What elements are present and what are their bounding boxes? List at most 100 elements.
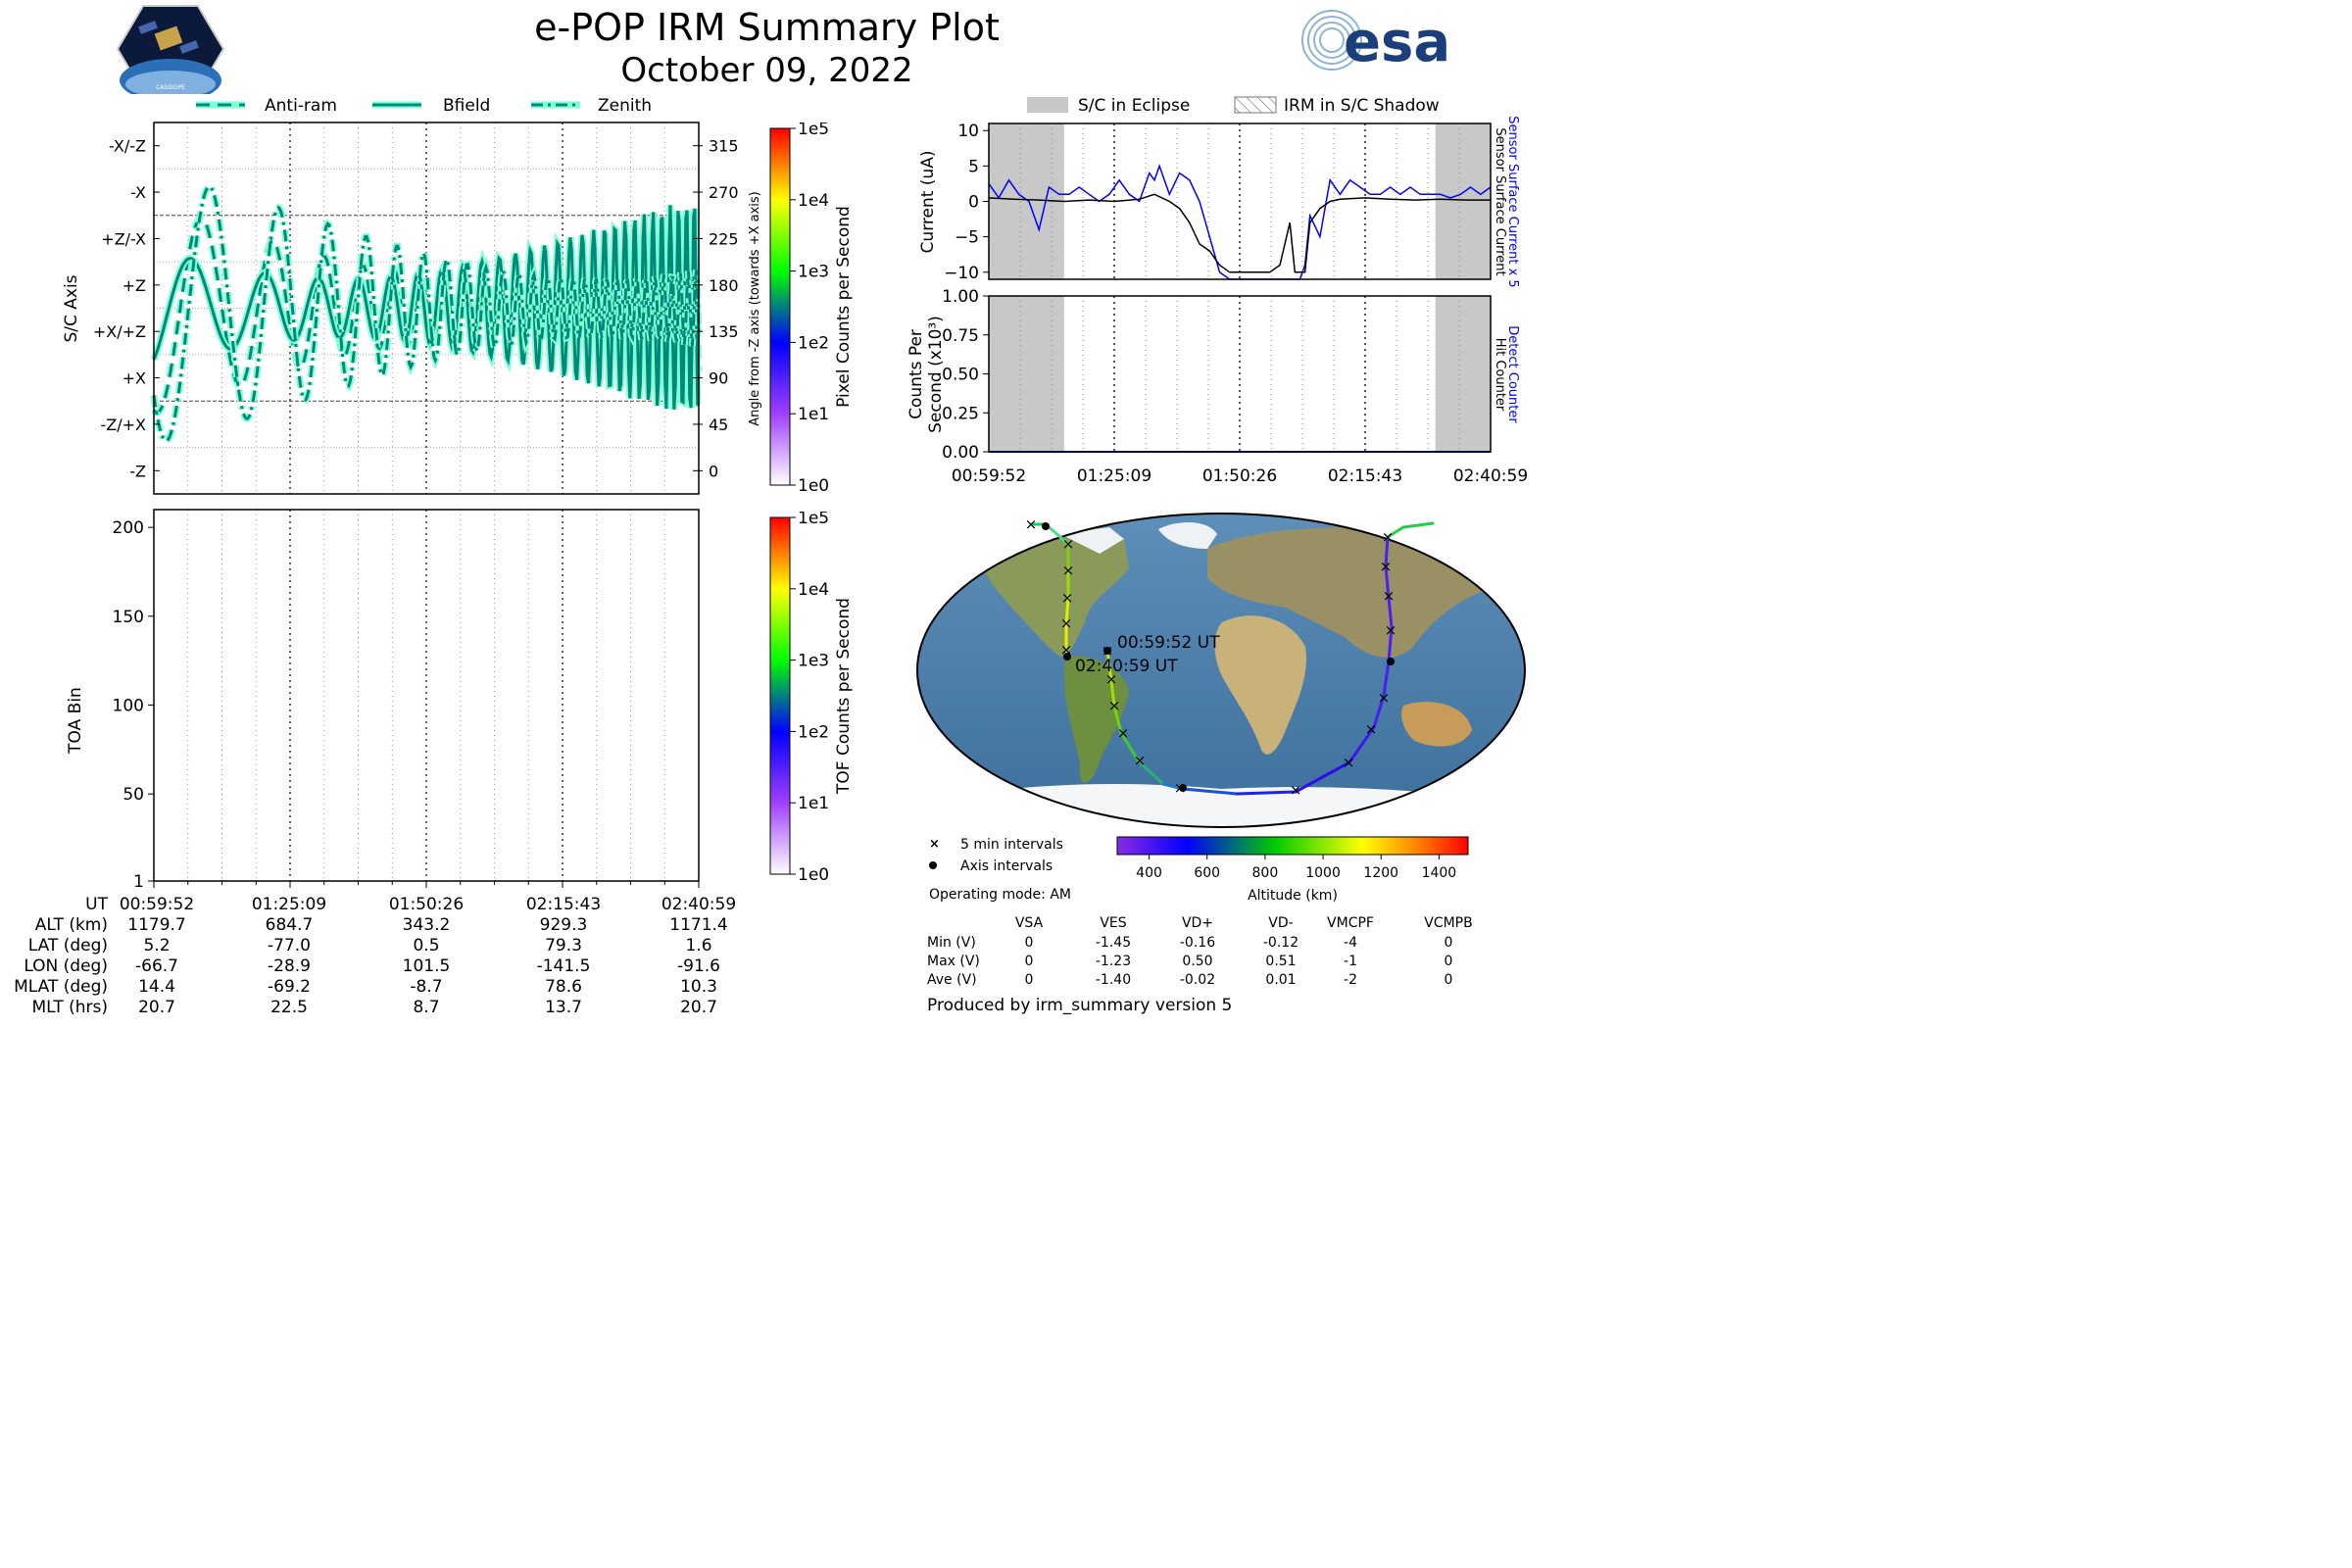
eurasia-shape [1207,527,1494,658]
five-min-marker: × [1365,720,1378,738]
angle-axis-tick-label: -Z/+X [101,416,147,434]
legend-5min: 5 min intervals [960,837,1063,853]
page-title: e-POP IRM Summary Plot [534,6,1000,49]
current-tick-label: 5 [968,157,979,176]
voltage-cell: 0.01 [1265,972,1296,988]
toa-tick-label: 50 [122,785,144,805]
counts-right-label-black: Hit Counter [1493,338,1507,412]
time-tick-label: 01:25:09 [1077,466,1152,486]
counts-tick-label: 1.00 [942,288,979,307]
orbit-cell: -69.2 [268,977,311,997]
voltage-rows: VSA VES VD+ VD- VMCPF VCMPB Min (V) 0 -1.45 -0.16… [927,915,1473,988]
orbit-cell: 20.7 [138,998,175,1017]
voltage-column-header: VCMPB [1424,915,1472,931]
altitude-colorbar-label: Altitude (km) [1248,888,1338,904]
voltage-row-label: Ave (V) [927,972,977,988]
axis-interval-marker [1063,653,1071,661]
colorbar-tick-label: 1e1 [798,405,829,424]
north-america-shape [979,524,1129,657]
tof-colorbar-label: TOF Counts per Second [834,598,854,795]
five-min-icon: × [929,837,940,852]
voltage-cell: -2 [1344,972,1357,988]
orbit-cell: 10.3 [680,977,717,997]
five-min-marker: × [1117,724,1130,742]
altitude-tick-label: 1000 [1305,865,1341,881]
toa-tick-label: 100 [113,696,144,715]
orbit-cell: 5.2 [143,936,170,956]
counts-tick-label: 0.25 [942,404,979,423]
orbit-cell: 02:15:43 [526,895,601,914]
colorbar-tick-label: 1e3 [798,652,829,671]
orbit-cell: 8.7 [413,998,439,1017]
tof-colorbar-ticks: 1e5 1e4 1e3 1e2 1e1 1e0 [790,512,829,882]
legend-eclipse: S/C in Eclipse [1078,96,1190,116]
toa-panel: 200 150 100 50 1 TOA Bin [66,509,700,892]
angle-left-ticks: -X/-Z -X +Z/-X +Z +X/+Z +X -Z/+X -Z [93,137,160,480]
orbit-cell: 02:40:59 [662,895,736,914]
cassiope-logo-text: CASSIOPE [156,84,185,91]
time-tick-label: 02:15:43 [1328,466,1402,486]
orbit-segment [1401,521,1435,529]
tof-colorbar: 1e5 1e4 1e3 1e2 1e1 1e0 TOF Counts per Second [769,512,854,882]
angle-frame [153,122,700,495]
orbit-cell: 343.2 [403,915,451,935]
cassiope-logo: CASSIOPE [116,5,225,94]
voltage-column-header: VD+ [1182,915,1213,931]
colorbar-tick-label: 1e0 [798,865,829,882]
altitude-tick-label: 800 [1252,865,1279,881]
orbit-rows: UT 00:59:52 01:25:09 01:50:26 02:15:43 02:40:… [14,895,736,1017]
altitude-tick-label: 1200 [1363,865,1398,881]
legend-axis: Axis intervals [960,858,1053,874]
angle-axis-tick-label: +Z [122,276,146,295]
angle-traces [150,182,703,445]
voltage-cell: 0.50 [1182,954,1212,969]
voltage-column-header: VES [1100,915,1126,931]
orbit-cell: 929.3 [540,915,588,935]
orbit-segment [1387,625,1394,663]
angle-right-tick-label: 315 [709,137,739,156]
orbit-segment [1294,760,1351,794]
eclipse-band [1435,123,1491,279]
orbit-track [1029,521,1435,796]
angle-right-tick-label: 45 [709,416,728,434]
counts-tick-label: 0.50 [942,366,979,385]
current-tick-label: 0 [968,193,979,213]
orbit-segment [1348,725,1376,764]
voltage-cell: 0.51 [1265,954,1296,969]
orbit-segment [1119,731,1141,763]
orbit-cell: 78.6 [545,977,582,997]
orbit-segment [1235,790,1298,796]
orbit-cell: -77.0 [268,936,311,956]
voltage-cell: -4 [1344,935,1357,951]
toa-ticks: 200 150 100 50 1 [113,518,700,892]
current-series-line [988,193,1491,273]
pixel-colorbar-label: Pixel Counts per Second [834,206,854,408]
orbit-cell: 22.5 [270,998,308,1017]
altitude-colorbar-ticks: 400 600 800 1000 1200 1400 [1136,855,1456,881]
current-eclipse-bands [989,123,1491,279]
altitude-tick-label: 600 [1194,865,1220,881]
five-min-marker: × [1105,670,1118,688]
angle-axis-tick-label: +X/+Z [93,322,146,341]
five-min-marker: × [1383,587,1396,605]
orbit-markers: ×××××××××××××××××××× [1025,515,1397,799]
colorbar-tick-label: 1e3 [798,263,829,282]
orbit-cell: 01:25:09 [252,895,326,914]
legend-bfield: Bfield [443,96,490,116]
toa-frame [153,509,700,882]
orbit-cell: 684.7 [266,915,314,935]
map-legend: × 5 min intervals Axis intervals [929,837,1063,874]
orbit-cell: 14.4 [138,977,175,997]
orbit-row-label: UT [85,895,108,914]
axis-interval-icon [929,861,937,869]
orbit-segment [1181,787,1239,796]
orbit-cell: -141.5 [537,956,591,976]
five-min-marker: × [1385,621,1397,639]
colorbar-tick-label: 1e5 [798,122,829,139]
orbit-cell: -8.7 [410,977,442,997]
five-min-marker: × [1062,535,1075,553]
orbit-row-label: MLT (hrs) [32,998,108,1017]
colorbar-tick-label: 1e1 [798,794,829,813]
zenith-trace [152,184,701,443]
five-min-marker: × [1290,781,1302,799]
